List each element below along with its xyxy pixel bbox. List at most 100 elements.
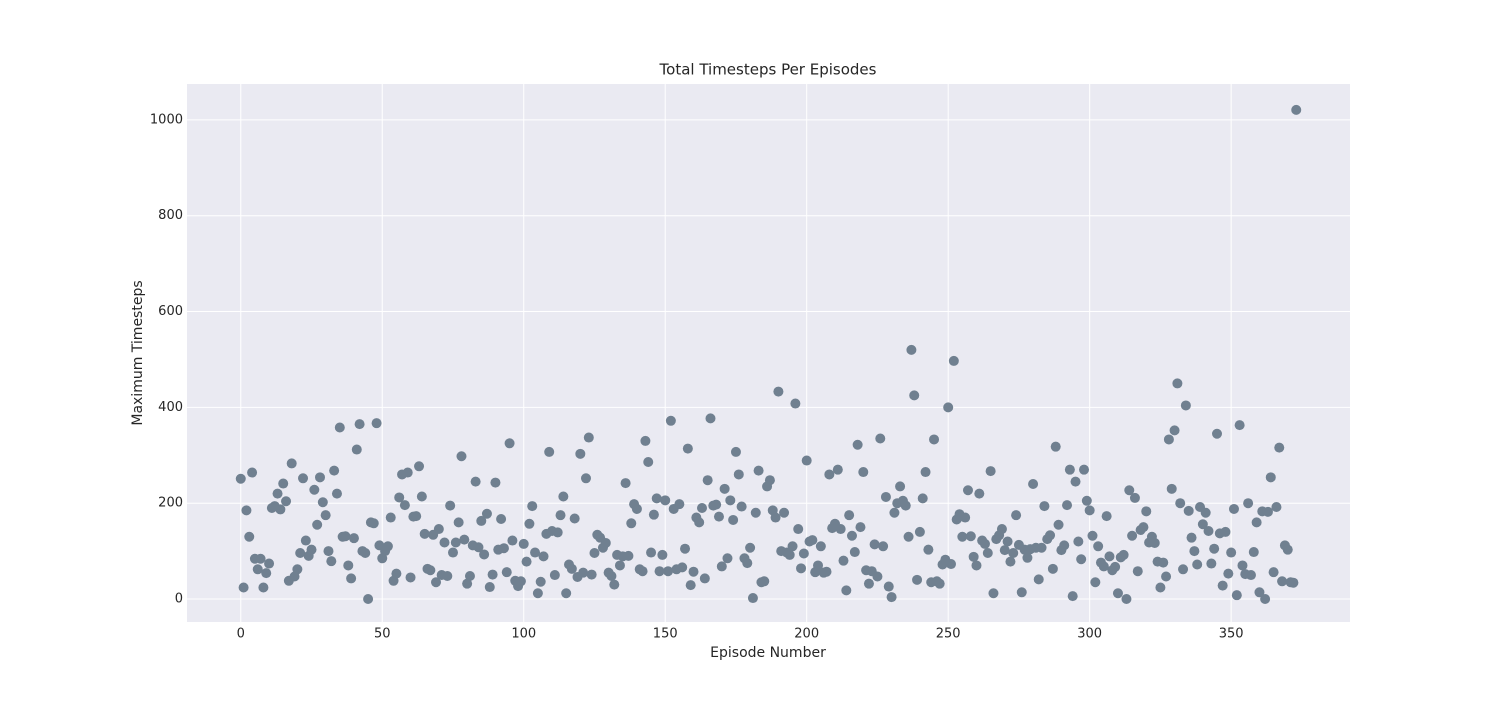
- point: [1129, 492, 1140, 503]
- point: [886, 592, 897, 603]
- point: [391, 568, 402, 579]
- point: [985, 466, 996, 477]
- point: [521, 556, 532, 567]
- point: [360, 548, 371, 559]
- point: [507, 535, 518, 546]
- point: [903, 531, 914, 542]
- point: [394, 492, 405, 503]
- point: [646, 547, 657, 558]
- chart-title: Total Timesteps Per Episodes: [659, 61, 877, 79]
- point: [1209, 543, 1220, 554]
- point: [1076, 554, 1087, 565]
- point: [1022, 552, 1033, 563]
- point: [275, 504, 286, 515]
- point: [566, 563, 577, 574]
- point: [1175, 498, 1186, 509]
- point: [320, 510, 331, 521]
- point: [1245, 570, 1256, 581]
- point: [1206, 558, 1217, 569]
- point: [1220, 526, 1231, 537]
- point: [719, 483, 730, 494]
- point: [957, 531, 968, 542]
- point: [1141, 506, 1152, 517]
- plot-area: [187, 84, 1350, 622]
- point: [1064, 464, 1075, 475]
- point: [385, 512, 396, 523]
- point: [1166, 483, 1177, 494]
- point: [309, 484, 320, 495]
- point: [640, 435, 651, 446]
- point: [1011, 510, 1022, 521]
- point: [745, 542, 756, 553]
- point: [244, 531, 255, 542]
- point: [988, 588, 999, 599]
- point: [1192, 559, 1203, 570]
- point: [371, 418, 382, 429]
- point: [346, 573, 357, 584]
- point: [538, 551, 549, 562]
- point: [544, 446, 555, 457]
- point: [496, 513, 507, 524]
- point: [835, 524, 846, 535]
- point: [965, 531, 976, 542]
- point: [643, 456, 654, 467]
- point: [657, 549, 668, 560]
- x-tick-label: 350: [1219, 627, 1244, 642]
- point: [1093, 541, 1104, 552]
- point: [252, 564, 263, 575]
- x-tick-label: 250: [936, 627, 961, 642]
- point: [1124, 485, 1135, 496]
- point: [1070, 476, 1081, 487]
- point: [838, 555, 849, 566]
- point: [462, 578, 473, 589]
- point: [1260, 594, 1271, 605]
- point: [1045, 530, 1056, 541]
- point: [665, 415, 676, 426]
- point: [1059, 540, 1070, 551]
- point: [351, 444, 362, 455]
- point: [934, 578, 945, 589]
- point: [1008, 548, 1019, 559]
- point: [1039, 501, 1050, 512]
- point: [1254, 587, 1265, 598]
- x-tick-label: 150: [653, 627, 678, 642]
- point: [255, 553, 266, 564]
- point: [1112, 588, 1123, 599]
- point: [730, 446, 741, 457]
- point: [920, 467, 931, 478]
- point: [354, 419, 365, 430]
- point: [790, 398, 801, 409]
- point: [382, 541, 393, 552]
- point: [906, 344, 917, 355]
- point: [1291, 104, 1302, 115]
- point: [631, 503, 642, 514]
- point: [1248, 547, 1259, 558]
- point: [589, 548, 600, 559]
- point: [1050, 441, 1061, 452]
- point: [750, 507, 761, 518]
- point: [575, 448, 586, 459]
- point: [1127, 530, 1138, 541]
- point: [1178, 564, 1189, 575]
- point: [779, 507, 790, 518]
- point: [331, 488, 342, 499]
- point: [620, 478, 631, 489]
- point: [1073, 536, 1084, 547]
- point: [996, 524, 1007, 535]
- point: [295, 548, 306, 559]
- point: [883, 581, 894, 592]
- point: [447, 547, 458, 558]
- point: [1067, 591, 1078, 602]
- point: [323, 546, 334, 557]
- point: [832, 464, 843, 475]
- point: [654, 566, 665, 577]
- point: [498, 543, 509, 554]
- point: [651, 493, 662, 504]
- point: [1234, 420, 1245, 431]
- point: [300, 535, 311, 546]
- point: [674, 499, 685, 510]
- point: [515, 576, 526, 587]
- point: [733, 469, 744, 480]
- point: [711, 499, 722, 510]
- point: [609, 579, 620, 590]
